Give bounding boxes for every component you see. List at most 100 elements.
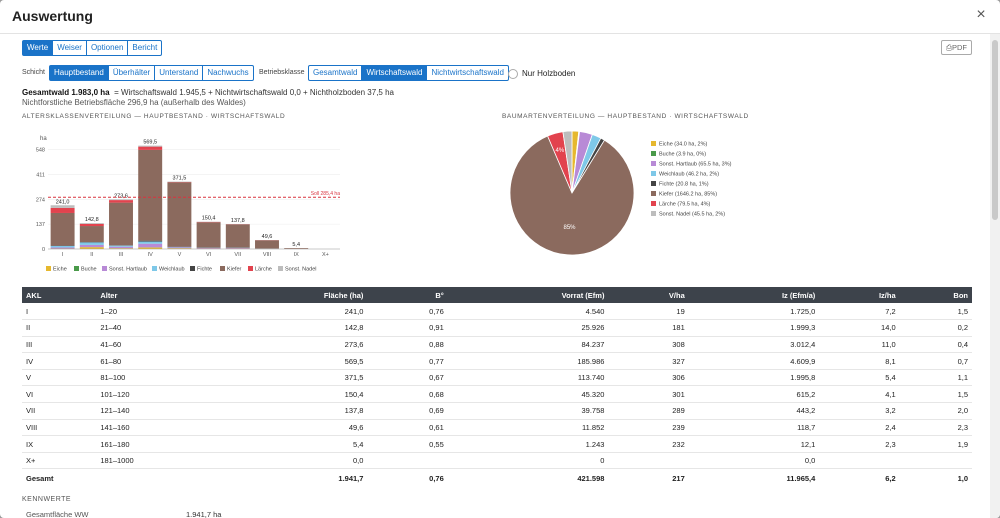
table-cell: 0,2 [899, 319, 972, 337]
table-cell: 241,0 [226, 303, 368, 321]
pdf-button-label: PDF [952, 43, 967, 52]
table-cell: X+ [22, 452, 97, 470]
printer-icon: ⎙ [946, 43, 952, 52]
bar-total-label: 142,8 [85, 217, 99, 223]
bar-segment-kiefer [109, 202, 133, 246]
table-cell: 0,68 [367, 385, 448, 404]
table-cell: 3.012,4 [688, 336, 820, 354]
table-cell: 569,5 [226, 352, 368, 370]
table-cell: 161–180 [96, 435, 227, 453]
table-total-row: Gesamt 1.941,7 0,76 421.598 217 11.965,4 6,2 1,… [22, 468, 972, 487]
baumarten-pie-chart: 85% 4% Eiche (34.0 ha, 2%) Buche (3.9 ha, 0… [509, 130, 732, 256]
schicht-unterstand[interactable]: Unterstand [154, 65, 204, 81]
scrollbar-thumb[interactable] [992, 40, 998, 220]
bar-chart-title: ALTERSKLASSENVERTEILUNG — HAUPTBESTAND ·… [22, 113, 286, 120]
bk-gesamtwald[interactable]: Gesamtwald [308, 65, 363, 81]
pie-legend-label: Buche (3.9 ha, 0%) [659, 152, 706, 158]
betriebsklasse-selector: Gesamtwald Wirtschaftswald Nichtwirtscha… [308, 65, 509, 81]
bar-total-label: 273,6 [114, 193, 128, 199]
table-cell: 4.609,9 [688, 352, 820, 370]
table-row: II 21–40 142,8 0,91 25.926 181 1.999,3 14,0 0,2 [22, 319, 972, 337]
table-total-cell: Gesamt [22, 468, 97, 487]
table-cell: 0 [447, 452, 609, 470]
x-tick-label: X+ [322, 252, 329, 258]
table-cell: 443,2 [688, 402, 820, 420]
tab-werte[interactable]: Werte [22, 40, 54, 56]
view-tabs: Werte Weiser Optionen Bericht [22, 40, 163, 56]
table-cell: IX [22, 435, 97, 453]
x-tick-label: I [62, 252, 64, 258]
col-izha: Iz/ha [819, 287, 900, 303]
bar-total-label: 150,4 [202, 216, 216, 222]
bar-segment-kiefer [225, 224, 250, 248]
pdf-button[interactable]: ⎙PDF [941, 40, 972, 55]
bar-segment-eiche [138, 247, 163, 249]
summary-gesamtwald: Gesamtwald 1.983,0 ha = Wirtschaftswald … [22, 88, 394, 97]
bk-nichtwirtschaftswald[interactable]: Nichtwirtschaftswald [426, 65, 509, 81]
tab-optionen[interactable]: Optionen [85, 40, 129, 56]
table-cell: 232 [608, 435, 689, 453]
table-row: IX 161–180 5,4 0,55 1.243 232 12,1 2,3 1,9 [22, 435, 972, 453]
table-cell: 1,1 [899, 369, 972, 387]
table-cell: 3,2 [819, 402, 900, 420]
pie-slice-sonst-nadel [562, 130, 573, 194]
table-cell: 4.540 [447, 303, 609, 321]
table-cell: 21–40 [96, 319, 227, 337]
bar-total-label: 5,4 [292, 242, 300, 248]
table-cell: 0,91 [367, 319, 448, 337]
scrollbar-track[interactable] [990, 34, 1000, 518]
schicht-hauptbestand[interactable]: Hauptbestand [49, 65, 109, 81]
table-cell: 0,77 [367, 352, 448, 370]
table-cell: 289 [608, 402, 689, 420]
schicht-ueberhaelter[interactable]: Überhälter [107, 65, 156, 81]
summary-gesamt-label: Gesamtwald 1.983,0 ha [22, 88, 110, 97]
tab-bericht[interactable]: Bericht [127, 40, 163, 56]
table-cell [608, 452, 689, 470]
table-cell: 19 [608, 303, 689, 321]
table-cell: 1,5 [899, 303, 972, 321]
legend-swatch [278, 266, 283, 271]
bar-segment-sonst-nadel [138, 145, 163, 147]
table-cell: 5,4 [819, 369, 900, 387]
table-total-cell: 1.941,7 [226, 468, 368, 487]
bar-total-label: 569,5 [143, 140, 157, 146]
pie-legend-swatch [651, 191, 656, 196]
table-cell: 11.852 [447, 419, 609, 437]
col-alter: Alter [96, 287, 227, 303]
pie-legend-label: Fichte (20.8 ha, 1%) [659, 182, 709, 188]
bar-segment-weichlaub [109, 245, 133, 247]
table-row: VII 121–140 137,8 0,69 39.758 289 443,2 3,2 2,0 [22, 402, 972, 420]
bar-segment-weichlaub [50, 246, 75, 248]
table-cell: VIII [22, 419, 97, 437]
table-cell: 308 [608, 336, 689, 354]
tab-weiser[interactable]: Weiser [52, 40, 87, 56]
table-cell: 113.740 [447, 369, 609, 387]
schicht-selector: Hauptbestand Überhälter Unterstand Nachw… [49, 65, 254, 81]
legend-swatch [220, 266, 225, 271]
col-flaeche: Fläche (ha) [226, 287, 368, 303]
table-row: VI 101–120 150,4 0,68 45.320 301 615,2 4,1 1,5 [22, 385, 972, 404]
bar-segment-sonst-hartlaub [196, 247, 221, 249]
table-row: VIII 141–160 49,6 0,61 11.852 239 118,7 2,4 2,3 [22, 419, 972, 437]
bar-segment-fichte [138, 240, 163, 242]
legend-swatch [152, 266, 157, 271]
bar-segment-l-rche [138, 146, 163, 150]
table-cell: 5,4 [226, 435, 368, 453]
legend-swatch [248, 266, 253, 271]
table-cell: 0,55 [367, 435, 448, 453]
legend-swatch [74, 266, 79, 271]
table-cell: 49,6 [226, 419, 368, 437]
table-cell: 2,3 [819, 435, 900, 453]
table-cell: 142,8 [226, 319, 368, 337]
bk-wirtschaftswald[interactable]: Wirtschaftswald [361, 65, 428, 81]
betriebsklasse-label: Betriebsklasse [259, 69, 305, 76]
bar-total-label: 49,6 [262, 234, 273, 240]
schicht-nachwuchs[interactable]: Nachwuchs [202, 65, 254, 81]
table-cell: 0,88 [367, 336, 448, 354]
table-cell: 0,0 [226, 452, 368, 470]
table-body: I 1–20 241,0 0,76 4.540 19 1.725,0 7,2 1,5 II 21–4… [22, 303, 972, 487]
table-cell: VII [22, 402, 97, 420]
nur-holzboden-toggle[interactable] [508, 69, 518, 79]
legend-label: Sonst. Nadel [285, 267, 317, 273]
close-icon[interactable]: × [976, 6, 986, 23]
